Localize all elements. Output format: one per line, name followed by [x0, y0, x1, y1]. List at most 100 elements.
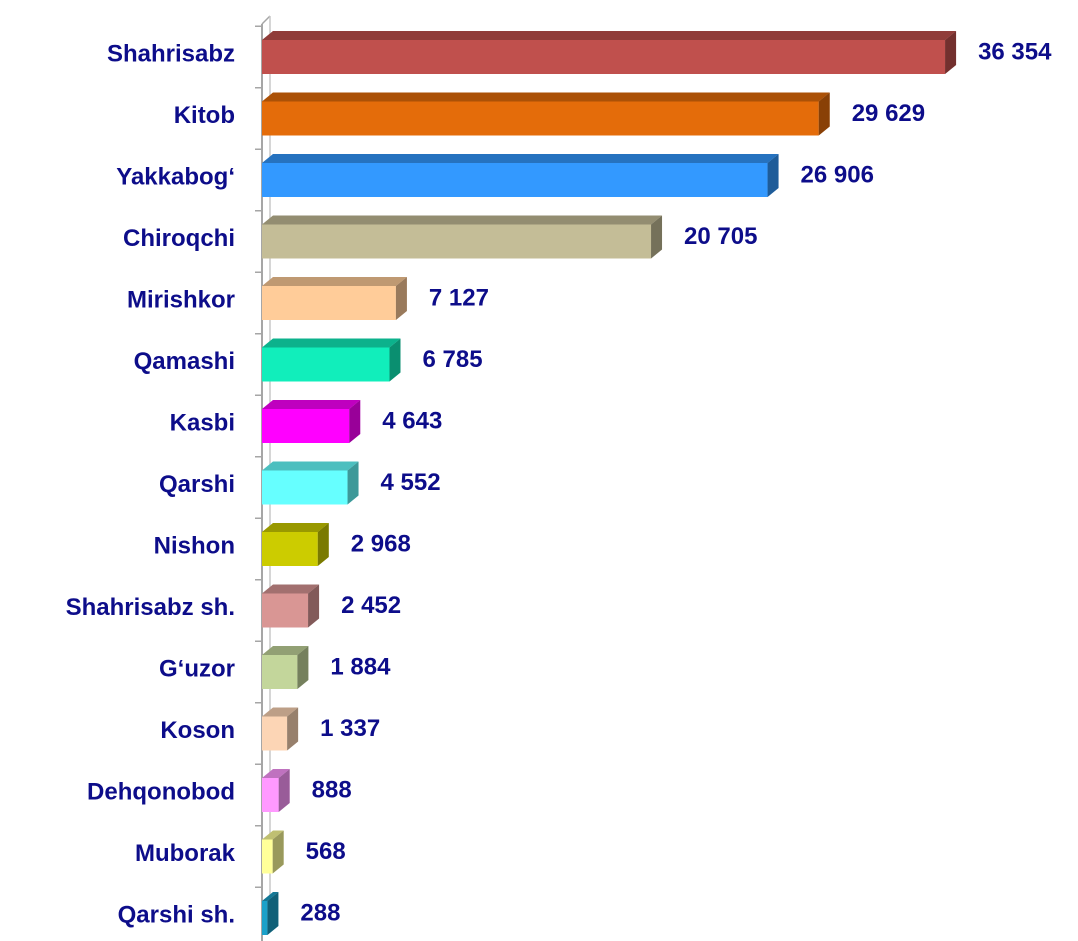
category-label: Muborak: [135, 840, 236, 867]
bar-side: [767, 154, 779, 197]
bar-top-shade: [262, 584, 320, 594]
bar-top: [262, 215, 663, 225]
category-label: Mirishkor: [127, 286, 235, 313]
bar: [262, 470, 348, 505]
value-label: 568: [306, 838, 346, 865]
bar-top-shade: [262, 154, 779, 163]
axis-line: [261, 15, 271, 25]
value-label: 2 968: [351, 530, 411, 557]
bar-top-shade: [262, 92, 830, 102]
value-label: 4 552: [381, 469, 441, 496]
value-label: 4 643: [382, 407, 442, 434]
bar-side-shade: [389, 338, 401, 382]
bar-side-shade: [945, 31, 957, 74]
bar: [262, 40, 946, 74]
category-label: Yakkabog‘: [116, 163, 235, 190]
bar-top: [262, 277, 407, 286]
bar: [262, 101, 819, 136]
bar-top: [262, 31, 957, 40]
category-label: Dehqonobod: [87, 778, 235, 805]
bar-top-shade: [262, 31, 957, 40]
bar-side: [272, 830, 284, 874]
bar-side: [297, 646, 309, 689]
bar-top-shade: [262, 400, 361, 409]
bar-side-shade: [349, 400, 361, 443]
bar-top-shade: [262, 646, 309, 655]
bar-top: [262, 400, 361, 409]
bar: [262, 778, 279, 812]
bar-top: [262, 707, 299, 717]
bar: [262, 224, 652, 259]
bar-top-shade: [262, 338, 401, 348]
category-label: Qamashi: [134, 348, 235, 375]
bar-side-shade: [267, 892, 279, 935]
category-label: Shahrisabz sh.: [66, 594, 235, 621]
category-label: Chiroqchi: [123, 225, 235, 252]
value-label: 288: [300, 899, 340, 926]
bar-top: [262, 769, 290, 778]
bar-top: [262, 523, 329, 532]
bar-side-shade: [272, 830, 284, 874]
value-label: 1 884: [330, 653, 391, 680]
bar-top: [262, 154, 779, 163]
value-label: 20 705: [684, 223, 757, 250]
category-label: Qarshi sh.: [118, 901, 235, 928]
bar-side: [267, 892, 279, 935]
bar: [262, 532, 318, 566]
bar-top-shade: [262, 277, 407, 286]
bar-side-shade: [651, 215, 663, 259]
bar-top: [262, 646, 309, 655]
value-label: 2 452: [341, 592, 401, 619]
category-label: Kasbi: [170, 409, 235, 436]
bar: [262, 839, 273, 874]
bar-top-shade: [262, 707, 299, 717]
bar-side-shade: [347, 461, 359, 505]
bar-top: [262, 584, 320, 594]
bar-top-shade: [262, 461, 359, 471]
bar-side-shade: [287, 707, 299, 751]
bar-side: [818, 92, 830, 136]
bar-top: [262, 892, 279, 901]
bar: [262, 901, 268, 935]
category-label: Koson: [160, 717, 235, 744]
bar-side-shade: [767, 154, 779, 197]
bar: [262, 347, 390, 382]
bar-side: [395, 277, 407, 320]
value-label: 36 354: [978, 38, 1052, 65]
value-label: 6 785: [422, 346, 482, 373]
bar-top-shade: [262, 523, 329, 532]
bar-top-shade: [262, 215, 663, 225]
bar-side-shade: [395, 277, 407, 320]
bar-top-shade: [262, 892, 279, 901]
bar-top: [262, 830, 284, 840]
bar-side-shade: [317, 523, 329, 566]
bar-side: [287, 707, 299, 751]
bar-top: [262, 92, 830, 102]
bar: [262, 409, 350, 443]
category-label: Shahrisabz: [107, 40, 235, 67]
bar-top-shade: [262, 769, 290, 778]
bar-side-shade: [278, 769, 290, 812]
category-label: G‘uzor: [159, 655, 235, 682]
value-label: 29 629: [852, 100, 925, 127]
bar: [262, 655, 298, 689]
bar: [262, 163, 768, 197]
bar-side: [349, 400, 361, 443]
bar-side-shade: [818, 92, 830, 136]
category-label: Nishon: [154, 532, 235, 559]
bar-top: [262, 338, 401, 348]
value-label: 26 906: [801, 161, 874, 188]
bar-side: [317, 523, 329, 566]
value-label: 7 127: [429, 284, 489, 311]
value-label: 1 337: [320, 715, 380, 742]
bar-side: [389, 338, 401, 382]
bar-top: [262, 461, 359, 471]
bar-side-shade: [308, 584, 320, 628]
bar-side: [278, 769, 290, 812]
value-label: 888: [312, 776, 352, 803]
bar-side: [308, 584, 320, 628]
bar-side: [347, 461, 359, 505]
category-label: Kitob: [174, 102, 235, 129]
bar: [262, 716, 288, 751]
